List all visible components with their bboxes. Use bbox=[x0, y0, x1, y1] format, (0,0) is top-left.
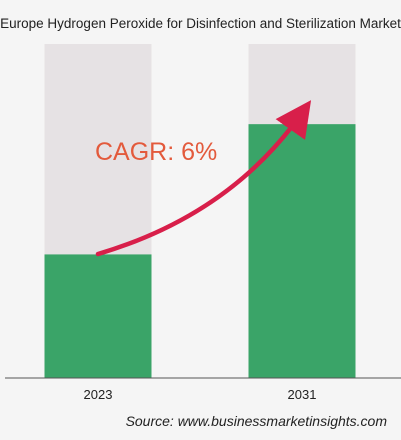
chart-title: Europe Hydrogen Peroxide for Disinfectio… bbox=[0, 16, 401, 31]
bars-group bbox=[44, 44, 356, 378]
bar-2023 bbox=[44, 254, 152, 378]
cagr-annotation: CAGR: 6% bbox=[95, 138, 217, 166]
x-tick-label-2031: 2031 bbox=[288, 387, 317, 402]
bar-2031 bbox=[248, 124, 356, 378]
cagr-arrow bbox=[95, 100, 312, 257]
source-note: Source: www.businessmarketinsights.com bbox=[125, 413, 387, 429]
x-tick-label-2023: 2023 bbox=[84, 387, 113, 402]
x-tick-labels: 2023 2031 bbox=[84, 387, 317, 402]
